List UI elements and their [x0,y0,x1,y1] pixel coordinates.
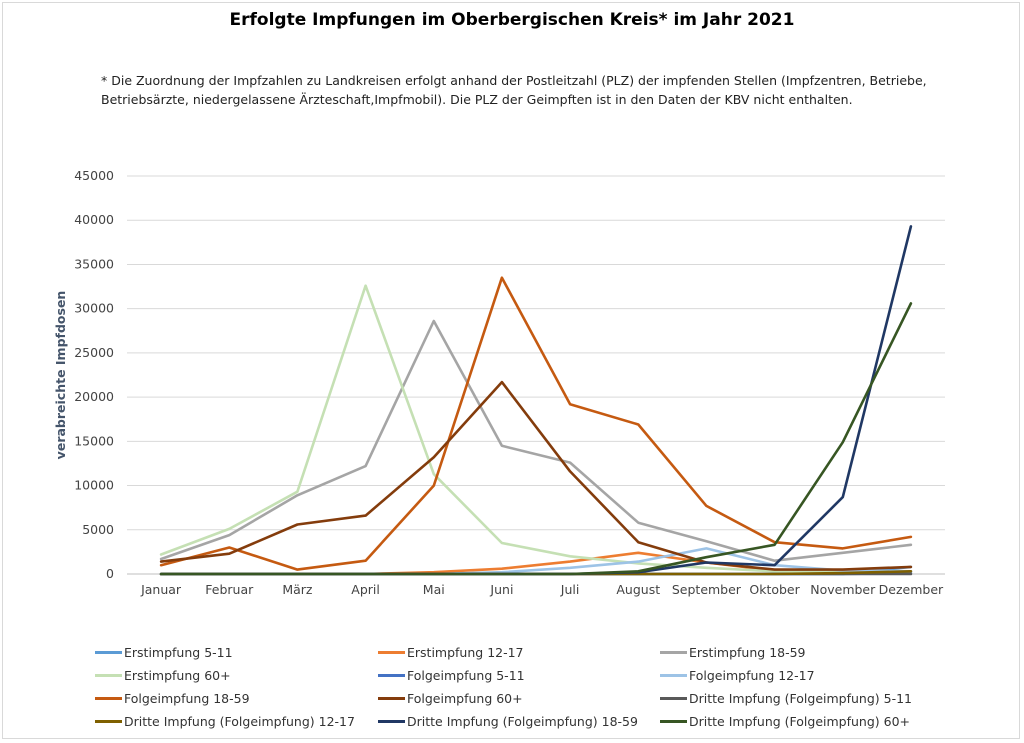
legend-swatch [95,650,122,654]
legend-item: Erstimpfung 5-11 [95,642,233,662]
y-tick-label: 35000 [74,256,114,271]
x-tick-label: August [616,582,660,597]
y-tick-label: 20000 [74,389,114,404]
legend-swatch [95,696,122,700]
footnote: * Die Zuordnung der Impfzahlen zu Landkr… [101,73,927,107]
x-tick-label: Februar [205,582,254,597]
legend-label: Erstimpfung 60+ [124,667,231,683]
y-axis-label: verabreichte Impfdosen [53,291,68,460]
x-tick-label: Juli [560,582,580,597]
legend-label: Erstimpfung 12-17 [407,644,524,660]
x-tick-label: April [351,582,380,597]
y-tick-label: 15000 [74,433,114,448]
series-line [159,319,913,563]
legend-label: Dritte Impfung (Folgeimpfung) 5-11 [689,690,913,706]
legend-item: Dritte Impfung (Folgeimpfung) 18-59 [378,711,638,731]
series-line [159,380,913,571]
legend-item: Folgeimpfung 18-59 [95,688,250,708]
legend-label: Folgeimpfung 5-11 [407,667,525,683]
legend-swatch [378,719,405,723]
legend-label: Folgeimpfung 12-17 [689,667,815,683]
legend-label: Folgeimpfung 18-59 [124,690,250,706]
y-tick-label: 45000 [74,168,114,183]
legend-label: Folgeimpfung 60+ [407,690,523,706]
x-tick-label: Januar [140,582,182,597]
series-line [159,225,913,576]
legend-label: Dritte Impfung (Folgeimpfung) 12-17 [124,713,355,729]
legend-swatch [660,719,687,723]
x-tick-label: Dezember [879,582,944,597]
legend-swatch [378,696,405,700]
x-tick-label: März [282,582,313,597]
series-line [159,276,913,571]
legend-item: Dritte Impfung (Folgeimpfung) 12-17 [95,711,355,731]
x-tick-label: Juni [489,582,513,597]
legend-label: Dritte Impfung (Folgeimpfung) 60+ [689,713,911,729]
legend-swatch [378,650,405,654]
legend-item: Folgeimpfung 5-11 [378,665,525,685]
legend-swatch [95,673,122,677]
y-tick-label: 30000 [74,301,114,316]
y-tick-label: 25000 [74,345,114,360]
x-tick-label: September [672,582,742,597]
x-tick-label: Mai [423,582,445,597]
legend-label: Erstimpfung 18-59 [689,644,806,660]
legend-item: Erstimpfung 12-17 [378,642,524,662]
chart-title: Erfolgte Impfungen im Oberbergischen Kre… [229,10,795,30]
y-tick-label: 10000 [74,478,114,493]
y-tick-label: 40000 [74,212,114,227]
legend-item: Folgeimpfung 60+ [378,688,523,708]
y-tick-label: 0 [106,566,114,581]
x-tick-label: Oktober [749,582,800,597]
legend-swatch [660,673,687,677]
legend-swatch [660,696,687,700]
series-line [159,302,913,576]
legend-label: Dritte Impfung (Folgeimpfung) 18-59 [407,713,638,729]
legend-swatch [95,719,122,723]
legend-swatch [660,650,687,654]
legend-item: Erstimpfung 60+ [95,665,231,685]
legend-item: Dritte Impfung (Folgeimpfung) 60+ [660,711,910,731]
legend-item: Dritte Impfung (Folgeimpfung) 5-11 [660,688,912,708]
legend-label: Erstimpfung 5-11 [124,644,233,660]
legend-item: Erstimpfung 18-59 [660,642,806,662]
legend-item: Folgeimpfung 12-17 [660,665,815,685]
series-line [159,284,913,573]
y-tick-label: 5000 [82,522,114,537]
legend-swatch [378,673,405,677]
x-tick-label: November [810,582,876,597]
